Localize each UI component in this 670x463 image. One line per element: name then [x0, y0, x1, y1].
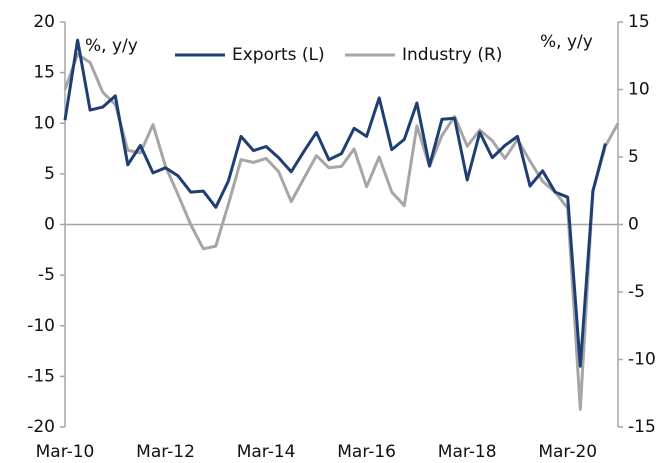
x-tick-label: Mar-14	[237, 442, 296, 462]
legend-label: Industry (R)	[402, 45, 502, 65]
y-tick-label: 10	[33, 113, 55, 133]
series-line	[63, 52, 620, 411]
y2-tick-label: 5	[628, 147, 639, 167]
y2-tick-label: -5	[628, 282, 645, 302]
legend-label: Exports (L)	[232, 45, 325, 65]
y-tick-label: -5	[38, 265, 55, 285]
y2-tick-label: -10	[628, 350, 656, 370]
x-tick-label: Mar-12	[136, 442, 195, 462]
x-tick-label: Mar-20	[538, 442, 597, 462]
y2-tick-label: 10	[628, 80, 650, 100]
y-tick-label: -15	[27, 366, 55, 386]
y-tick-label: 5	[44, 164, 55, 184]
y2-unit-label: %, y/y	[540, 32, 593, 52]
y-tick-label: -10	[27, 316, 55, 336]
y-tick-label: -20	[27, 417, 55, 437]
y2-tick-label: 0	[628, 215, 639, 235]
y-tick-label: 20	[33, 12, 55, 32]
x-tick-label: Mar-10	[36, 442, 95, 462]
y-tick-label: 15	[33, 63, 55, 83]
x-tick-label: Mar-18	[438, 442, 497, 462]
y2-tick-label: -15	[628, 417, 656, 437]
y-tick-label: 0	[44, 215, 55, 235]
series-line	[63, 38, 607, 368]
x-tick-label: Mar-16	[337, 442, 396, 462]
y-unit-label: %, y/y	[85, 36, 138, 56]
y2-tick-label: 15	[628, 12, 650, 32]
